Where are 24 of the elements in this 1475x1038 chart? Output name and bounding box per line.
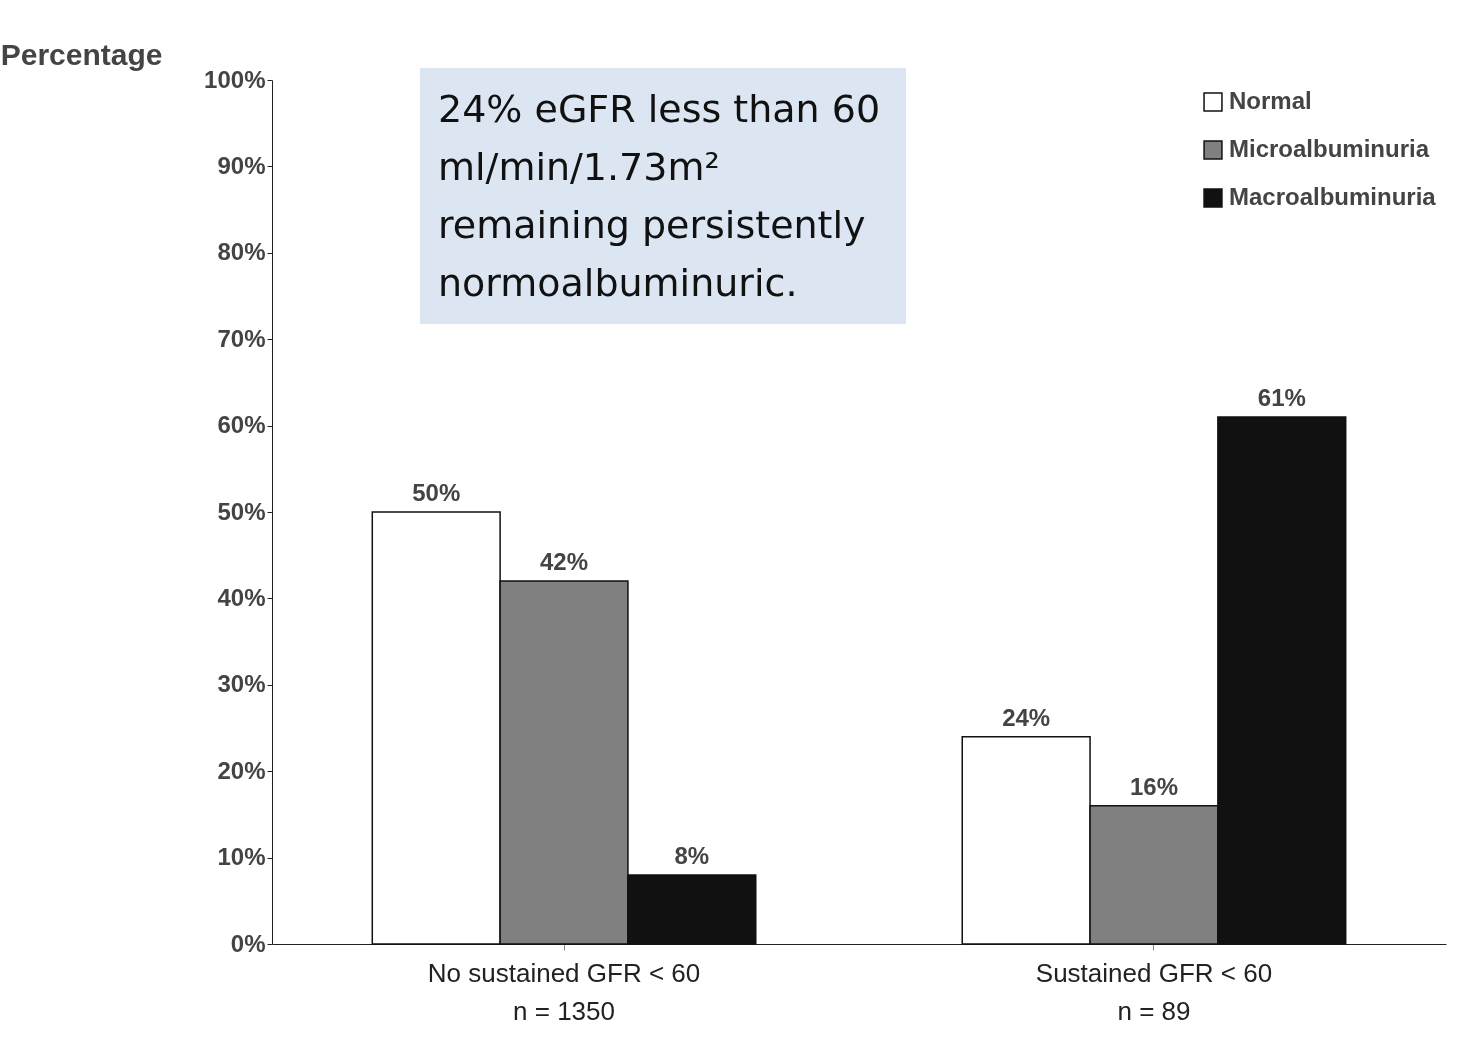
legend-label: Macroalbuminuria bbox=[1229, 183, 1437, 210]
x-tick-label: No sustained GFR < 60 n = 1350 bbox=[427, 957, 701, 1026]
y-tick-label: 60% bbox=[217, 411, 266, 439]
y-tick-label: 10% bbox=[217, 843, 266, 871]
text: 61% bbox=[1257, 383, 1306, 411]
y-tick-label: 50% bbox=[217, 497, 266, 525]
y-tick-label: 30% bbox=[217, 670, 266, 698]
text: 42% bbox=[540, 548, 589, 576]
y-tick-label: 70% bbox=[217, 324, 266, 352]
y-tick-label: 40% bbox=[217, 583, 266, 611]
y-tick-label: 20% bbox=[217, 756, 266, 784]
y-tick-label: 90% bbox=[217, 151, 266, 179]
text: 8% bbox=[674, 841, 710, 869]
text: 16% bbox=[1129, 772, 1178, 800]
text: 50% bbox=[412, 479, 461, 506]
legend-label: Microalbuminuria bbox=[1229, 135, 1430, 162]
legend-label: Normal bbox=[1229, 87, 1312, 114]
y-tick-label: 80% bbox=[217, 238, 266, 266]
y-axis-title: Percentage bbox=[0, 37, 163, 71]
y-tick-label: 0% bbox=[230, 929, 266, 957]
annotation: 24% eGFR less than 60 ml/min/1.73m² remaining persistently normoalbuminuric. bbox=[438, 86, 882, 307]
y-tick-label: 100% bbox=[204, 65, 266, 93]
x-tick-label: Sustained GFR < 60 n = 89 bbox=[1035, 957, 1273, 1026]
text: 24% bbox=[1002, 703, 1051, 731]
